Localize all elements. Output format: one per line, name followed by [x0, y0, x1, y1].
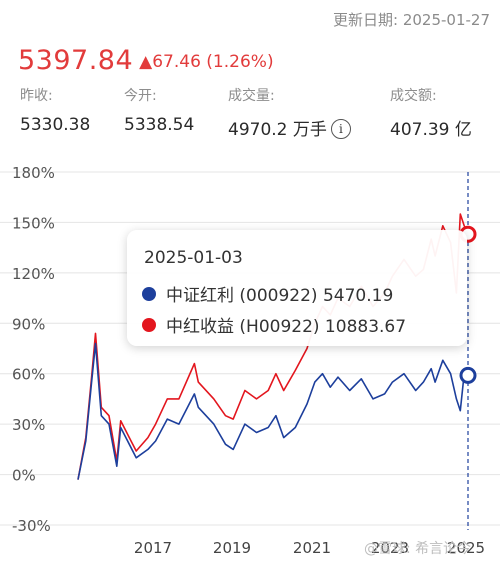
series-dot [142, 286, 156, 301]
y-tick-label: 0% [12, 467, 36, 485]
y-tick-label: 180% [12, 164, 55, 182]
stat-turnover: 成交额: 407.39 亿 [390, 85, 472, 140]
tooltip-row-csi-dividend: 中证红利 (000922) 5470.19 [142, 281, 393, 306]
stat-value: 4970.2 万手 i [228, 115, 351, 140]
tooltip-card: 2025-01-03 中证红利 (000922) 5470.19 中红收益 (H… [127, 230, 467, 346]
stat-value: 5338.54 [124, 115, 195, 135]
series-dot [142, 317, 156, 332]
x-tick-label: 2019 [213, 539, 251, 557]
y-tick-label: 90% [12, 315, 45, 333]
y-tick-label: -30% [12, 517, 51, 535]
tooltip-row-text: 中证红利 (000922) 5470.19 [166, 286, 394, 306]
x-tick-label: 2025 [447, 539, 485, 557]
stat-value: 407.39 亿 [390, 120, 472, 140]
stat-volume: 成交量: 4970.2 万手 i [228, 85, 351, 140]
x-tick-label: 2023 [371, 539, 409, 557]
stat-prev-close: 昨收: 5330.38 [20, 85, 90, 135]
stat-volume-text: 4970.2 万手 [228, 120, 327, 140]
y-tick-label: 120% [12, 265, 55, 283]
header-bar: 更新日期: 2025-01-27 [0, 0, 500, 38]
quote-row: 5397.84 ▲67.46 (1.26%) [18, 45, 274, 76]
tooltip-date: 2025-01-03 [144, 248, 243, 268]
stat-label: 今开: [124, 88, 157, 104]
y-tick-label: 60% [12, 366, 45, 384]
y-tick-label: 30% [12, 416, 45, 434]
stat-open: 今开: 5338.54 [124, 85, 194, 135]
series-line-csi-dividend [77, 342, 470, 480]
x-axis-labels: 2017 2019 2021 2023 2025 [134, 539, 485, 557]
x-tick-label: 2021 [293, 539, 331, 557]
x-tick-label: 2017 [134, 539, 172, 557]
stat-label: 成交量: [228, 88, 275, 104]
tooltip-row-text: 中红收益 (H00922) 10883.67 [166, 317, 407, 337]
y-tick-label: 150% [12, 214, 55, 232]
stat-label: 昨收: [20, 88, 53, 104]
current-price: 5397.84 [18, 45, 134, 76]
stat-label: 成交额: [390, 88, 437, 104]
tooltip-row-total-return: 中红收益 (H00922) 10883.67 [142, 312, 406, 337]
stats-row: 昨收: 5330.38 今开: 5338.54 成交量: 4970.2 万手 i … [0, 85, 500, 140]
price-change: ▲67.46 (1.26%) [139, 52, 274, 72]
update-date: 更新日期: 2025-01-27 [333, 11, 490, 29]
watermark: @雪球: 希言论今 [364, 541, 472, 557]
y-axis-labels: 180% 150% 120% 90% 60% 30% 0% -30% [12, 164, 55, 535]
stat-value: 5330.38 [20, 115, 91, 135]
marker-csi-dividend [459, 366, 477, 384]
performance-chart[interactable]: 180% 150% 120% 90% 60% 30% 0% -30% 2017 2019 2021… [0, 150, 500, 565]
grid-lines [0, 171, 500, 526]
info-icon[interactable]: i [330, 119, 351, 139]
